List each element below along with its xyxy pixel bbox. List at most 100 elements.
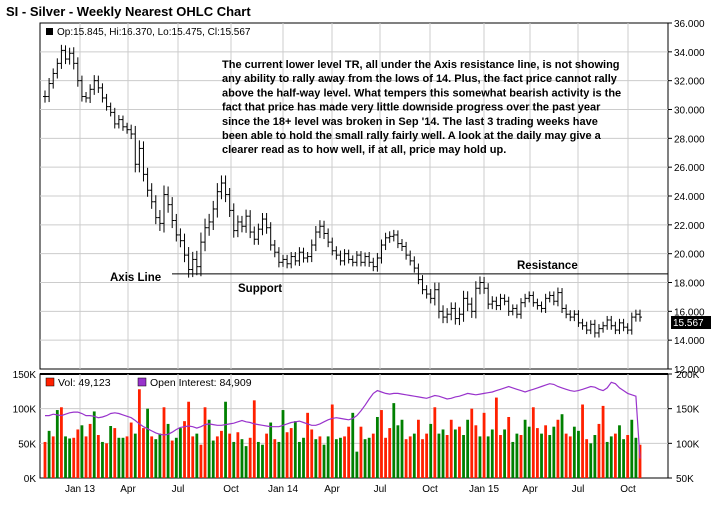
volume-bar: [228, 433, 232, 478]
last-price-label: 15.567: [673, 318, 704, 329]
volume-bar: [486, 436, 490, 478]
ohlc-bar: [162, 185, 166, 233]
ohlc-bar: [367, 252, 372, 267]
volume-bar: [133, 433, 137, 478]
volume-tick-label: 0K: [24, 474, 37, 485]
ohlc-bar: [157, 210, 162, 231]
oi-tick-label: 100K: [676, 439, 700, 450]
chart-title: SI - Silver - Weekly Nearest OHLC Chart: [6, 4, 251, 19]
volume-bar: [462, 435, 465, 478]
volume-bar: [515, 433, 519, 478]
ohlc-bar: [473, 281, 478, 319]
volume-bar: [232, 441, 236, 478]
ohlc-bar: [346, 249, 351, 264]
volume-bar: [400, 419, 404, 478]
ohlc-bar: [420, 275, 425, 295]
oi-tick-label: 200K: [676, 370, 700, 381]
ohlc-bar: [63, 45, 68, 65]
open-interest-line: [45, 381, 641, 459]
ohlc-bar: [338, 250, 343, 266]
volume-bar: [519, 435, 523, 478]
ohlc-bar: [531, 291, 536, 307]
commentary-line: above the half-way level. What tempers t…: [222, 87, 621, 99]
volume-bar: [199, 444, 203, 478]
ohlc-bar: [272, 239, 277, 258]
volume-bar: [64, 436, 67, 478]
volume-bar: [51, 436, 55, 478]
volume-bar: [142, 428, 145, 478]
ohlc-bar: [268, 222, 273, 251]
ohlc-bar: [244, 209, 249, 233]
commentary-line: been able to hold the small rally fairly…: [222, 130, 602, 142]
volume-bar: [626, 435, 630, 478]
volume-bar: [449, 419, 453, 478]
ohlc-bar: [625, 323, 630, 335]
ohlc-bar: [231, 203, 236, 238]
ohlc-bar: [449, 302, 454, 321]
last-price-box: 15.567: [671, 316, 711, 329]
volume-bar: [88, 423, 92, 478]
volume-bar: [273, 439, 277, 478]
volume-bar: [593, 435, 597, 478]
volume-bar: [581, 404, 584, 478]
ohlc-bar: [555, 287, 560, 307]
volume-bar: [609, 436, 613, 478]
ohlc-bar: [621, 318, 626, 332]
ohlc-bar: [235, 215, 240, 238]
volume-bar: [137, 389, 141, 478]
volume-bar: [585, 439, 589, 478]
volume-bar: [76, 429, 80, 478]
volume-bar: [556, 419, 560, 478]
volume-bar: [408, 436, 412, 478]
volume-bar: [540, 433, 543, 478]
volume-bar: [470, 408, 474, 478]
ohlc-bar: [576, 310, 581, 327]
ohlc-bar: [523, 293, 528, 308]
ohlc-bar: [330, 237, 335, 256]
info-marker: [46, 28, 53, 35]
volume-bar: [568, 436, 572, 478]
ohlc-bar: [613, 321, 618, 335]
ohlc-bar: [59, 44, 64, 69]
volume-bar: [314, 439, 318, 478]
volume-bar: [187, 401, 191, 478]
ohlc-bar: [112, 107, 117, 129]
volume-bar: [170, 440, 174, 478]
volume-tick-label: 150K: [13, 370, 37, 381]
volume-bar: [84, 436, 88, 478]
volume-bar: [577, 430, 580, 478]
ohlc-bar: [219, 175, 224, 200]
volume-bar: [425, 433, 429, 478]
ohlc-bar: [194, 250, 199, 276]
price-tick-label: 16.000: [674, 307, 705, 318]
ohlc-bar: [276, 247, 281, 268]
volume-bar: [622, 439, 625, 478]
resistance-label: Resistance: [517, 260, 578, 272]
volume-bar: [166, 423, 170, 478]
ohlc-bar: [100, 83, 105, 103]
ohlc-bar: [350, 255, 355, 267]
volume-bar: [507, 416, 511, 478]
volume-bar: [458, 426, 461, 478]
ohlc-bar: [215, 183, 220, 218]
ohlc-bar: [580, 318, 585, 330]
ohlc-bar: [510, 304, 515, 316]
price-tick-label: 18.000: [674, 279, 705, 290]
ohlc-bar: [239, 215, 244, 233]
volume-bar: [146, 408, 149, 478]
volume-bar: [630, 419, 634, 478]
volume-bar: [183, 421, 186, 478]
volume-bar: [154, 439, 158, 478]
volume-bar: [211, 440, 215, 478]
price-tick-label: 12.000: [674, 365, 705, 376]
volume-bar: [318, 436, 322, 478]
ohlc-bar: [55, 58, 60, 79]
volume-bar: [474, 425, 478, 478]
ohlc-bar: [170, 197, 175, 229]
volume-bar: [384, 437, 387, 478]
volume-bar: [306, 412, 310, 478]
volume-bar: [281, 410, 285, 478]
ohlc-bar: [506, 296, 511, 316]
ohlc-bar: [596, 324, 601, 338]
ohlc-bar: [539, 301, 544, 313]
